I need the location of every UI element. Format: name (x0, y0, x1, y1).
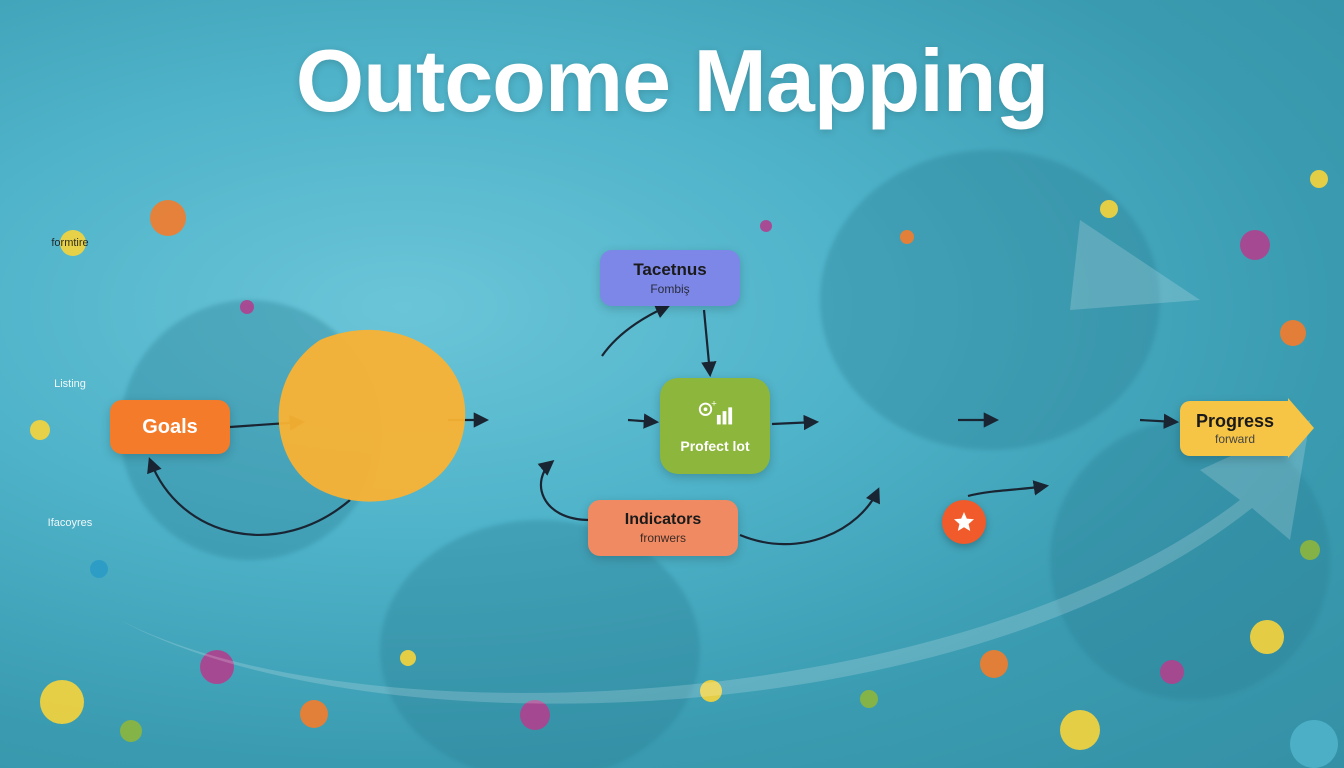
node-tacetnus-label: Tacetnus (633, 260, 706, 280)
node-indicators-sublabel: formtire (51, 237, 88, 249)
decor-dot (1240, 230, 1270, 260)
node-tacetnus-sublabel: Fombiş (650, 282, 689, 296)
star-badge (942, 500, 986, 544)
node-profect: + Profect lot (660, 378, 770, 474)
star-icon (952, 510, 976, 534)
decor-dot (40, 680, 84, 724)
decor-dot (300, 700, 328, 728)
node-project-ifac-sublabel: Ifacoyres (48, 517, 93, 529)
node-indicators2: Indicators fronwers (588, 500, 738, 556)
decor-dot (400, 650, 416, 666)
decor-dot (1100, 200, 1118, 218)
decor-dot (1310, 170, 1328, 188)
decor-dot (1300, 540, 1320, 560)
node-indicators2-label: Indicators (625, 511, 701, 529)
decor-dot (30, 420, 50, 440)
decor-dot (90, 560, 108, 578)
node-progress-sublabel: forward (1196, 432, 1274, 446)
decor-dot (760, 220, 772, 232)
svg-text:+: + (711, 399, 717, 409)
node-progress: Progress forward (1180, 398, 1314, 458)
decor-dot (120, 720, 142, 742)
decor-dot (200, 650, 234, 684)
diagram-canvas: Outcome Mapping Goals Outcomes (0, 0, 1344, 768)
decor-dot (240, 300, 254, 314)
decor-dot (1250, 620, 1284, 654)
decor-dot (860, 690, 878, 708)
decor-dot (1280, 320, 1306, 346)
decor-dot (1060, 710, 1100, 750)
node-projeck-sublabel: Listing (54, 378, 86, 390)
node-profect-label: Profect lot (680, 438, 749, 454)
gear-chart-icon: + (696, 399, 734, 434)
node-tacetnus: Tacetnus Fombiş (600, 250, 740, 306)
decor-dot (900, 230, 914, 244)
page-title: Outcome Mapping (0, 30, 1344, 132)
decor-dot (700, 680, 722, 702)
node-indicators2-sublabel: fronwers (640, 531, 686, 545)
decor-blob (380, 520, 700, 768)
decor-dot (1160, 660, 1184, 684)
decor-dot (520, 700, 550, 730)
node-goals: Goals (110, 400, 230, 454)
node-progress-label: Progress (1196, 411, 1274, 432)
decor-blob (820, 150, 1160, 450)
decor-blob (1050, 420, 1330, 700)
decor-dot (150, 200, 186, 236)
node-goals-label: Goals (142, 416, 198, 439)
decor-dot (1290, 720, 1338, 768)
decor-dot (980, 650, 1008, 678)
